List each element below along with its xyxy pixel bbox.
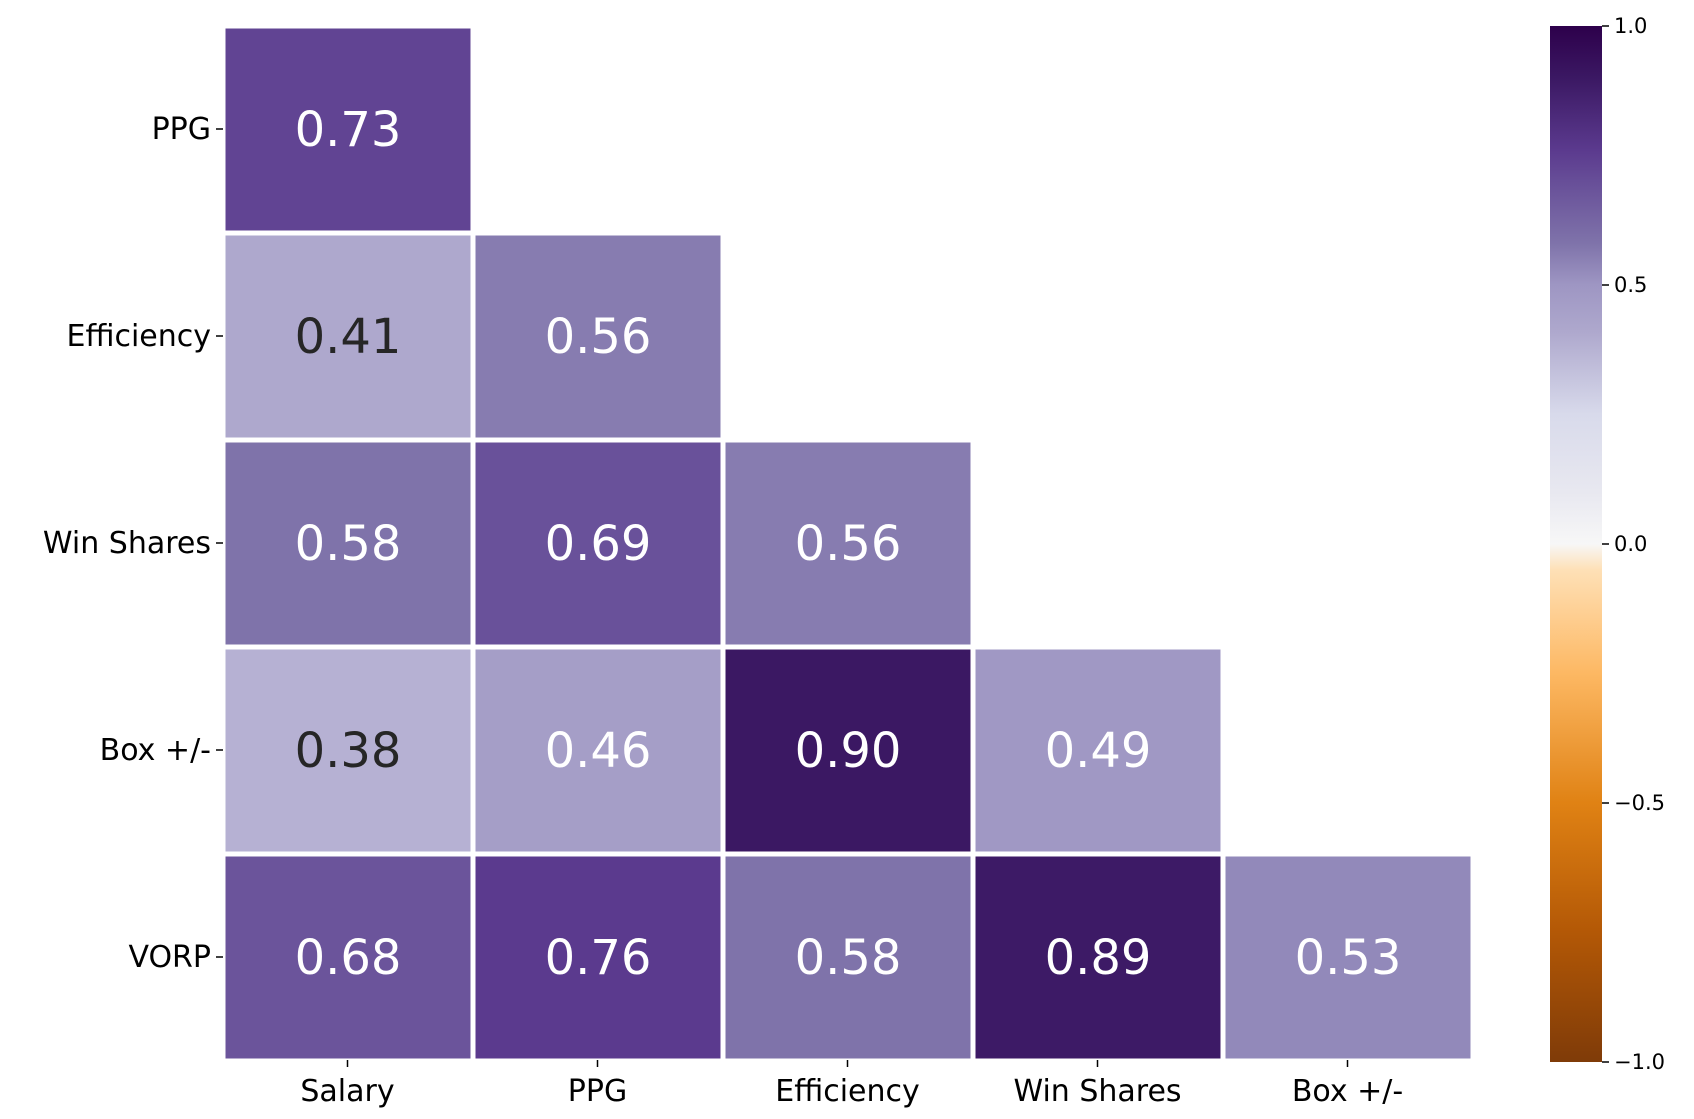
heatmap-cell: [475, 856, 721, 1059]
heatmap-cell: [475, 235, 721, 438]
column-label: Win Shares: [1013, 1074, 1181, 1109]
colorbar-gradient: [1550, 26, 1602, 1062]
heatmap-cell: [975, 856, 1221, 1059]
column-labels: Salary PPG Efficiency Win Shares Box +/-: [300, 1060, 1403, 1109]
cell-value-label: 0.69: [545, 516, 652, 572]
cell-value-label: 0.73: [295, 102, 402, 158]
column-label: Efficiency: [775, 1074, 920, 1109]
row-label: Efficiency: [66, 319, 211, 354]
column-label: Salary: [300, 1074, 394, 1109]
heatmap-cell: [225, 856, 471, 1059]
heatmap-cell: [225, 28, 471, 231]
heatmap-cells: 0.73 0.41 0.56 0.58 0.69 0.56 0.38 0.46 0.90 0.49…: [225, 28, 1471, 1059]
row-labels: PPG Efficiency Win Shares Box +/- VORP: [43, 112, 223, 975]
heatmap-cell: [225, 235, 471, 438]
cell-value-label: 0.89: [1045, 930, 1152, 986]
heatmap-cell: [475, 442, 721, 645]
heatmap-cell: [475, 649, 721, 852]
column-label: PPG: [568, 1074, 627, 1109]
heatmap-cell: [1225, 856, 1471, 1059]
heatmap-cell: [225, 649, 471, 852]
row-label: PPG: [152, 112, 211, 147]
cell-value-label: 0.56: [795, 516, 902, 572]
row-label: VORP: [128, 940, 211, 975]
colorbar-tick-label: 0.5: [1614, 273, 1647, 297]
colorbar-tick-label: −0.5: [1614, 791, 1665, 815]
heatmap-cell: [725, 856, 971, 1059]
heatmap-cell: [225, 442, 471, 645]
heatmap-cell: [975, 649, 1221, 852]
colorbar-tick-label: 1.0: [1614, 14, 1647, 38]
row-label: Box +/-: [100, 733, 211, 768]
cell-value-label: 0.58: [795, 930, 902, 986]
heatmap-cell: [725, 442, 971, 645]
cell-value-label: 0.49: [1045, 723, 1152, 779]
cell-value-label: 0.90: [795, 723, 902, 779]
colorbar-tick-label: −1.0: [1614, 1050, 1665, 1074]
column-label: Box +/-: [1292, 1074, 1403, 1109]
cell-value-label: 0.68: [295, 930, 402, 986]
cell-value-label: 0.56: [545, 309, 652, 365]
cell-value-label: 0.46: [545, 723, 652, 779]
cell-value-label: 0.53: [1295, 930, 1402, 986]
cell-value-label: 0.76: [545, 930, 652, 986]
cell-value-label: 0.58: [295, 516, 402, 572]
cell-value-label: 0.38: [295, 723, 402, 779]
heatmap-cell: [725, 649, 971, 852]
row-label: Win Shares: [43, 526, 211, 561]
colorbar-tick-label: 0.0: [1614, 532, 1647, 556]
cell-value-label: 0.41: [295, 309, 402, 365]
colorbar: 1.0 0.5 0.0 −0.5 −1.0: [1550, 14, 1665, 1074]
